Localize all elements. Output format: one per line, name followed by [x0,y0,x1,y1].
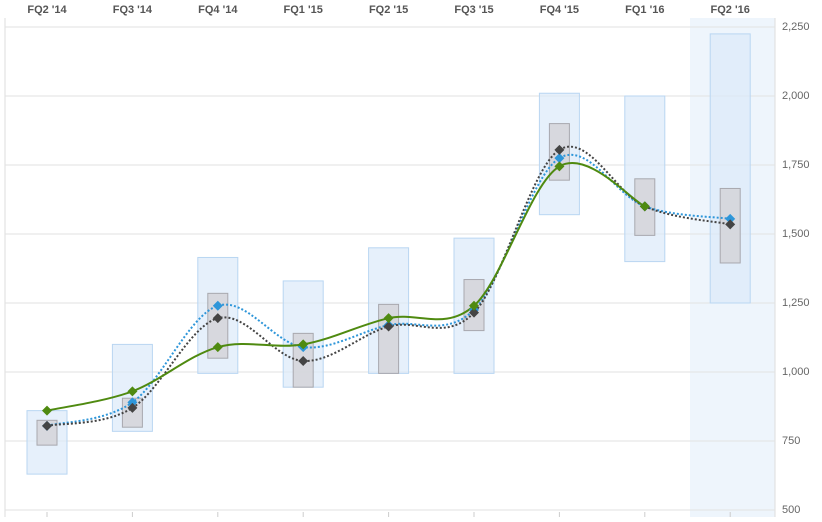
series-line [46,162,646,412]
point [469,300,479,311]
y-tick-label: 2,250 [782,21,810,33]
x-tick-label: FQ1 '15 [284,4,323,16]
point [42,420,52,431]
inner-box [378,303,400,374]
point [212,342,223,353]
point [554,144,565,155]
point [298,339,309,350]
x-tick-label: FQ1 '16 [625,4,664,16]
x-tick-label: FQ2 '15 [369,4,408,16]
point [725,219,736,230]
point [383,313,394,324]
y-tick-label: 2,000 [782,90,810,102]
x-tick-label: FQ4 '15 [540,4,579,16]
y-tick-label: 500 [782,504,800,516]
point [554,161,565,172]
point [469,307,479,318]
x-tick-label: FQ3 '14 [113,4,153,16]
y-tick-label: 1,750 [782,159,810,171]
point [127,386,138,397]
point [127,397,138,408]
point [554,153,565,164]
y-tick-label: 1,500 [782,228,810,240]
y-tick-label: 750 [782,435,800,447]
point [212,300,223,311]
point [725,213,736,224]
inner-box [207,292,229,359]
x-tick-label: FQ3 '15 [454,4,493,16]
point [383,321,394,332]
x-tick-label: FQ2 '16 [711,4,750,16]
point [42,405,52,416]
point [212,313,223,324]
point [639,201,650,212]
x-tick-label: FQ2 '14 [27,4,67,16]
point [298,355,309,366]
y-tick-label: 1,000 [782,366,810,378]
series-line [46,145,731,427]
x-tick-label: FQ4 '14 [198,4,238,16]
inner-box [36,419,58,446]
point [127,402,138,413]
y-tick-label: 1,250 [782,297,810,309]
